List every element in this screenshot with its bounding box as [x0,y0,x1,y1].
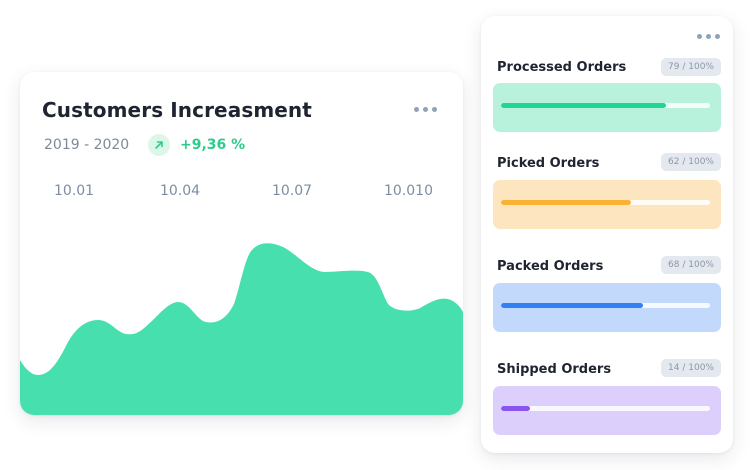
packed-orders-badge: 68 / 100% [661,256,721,274]
x-axis-tick: 10.01 [54,183,95,199]
card-title: Customers Increasment [42,98,312,122]
progress-track [501,200,710,205]
percent-change: +9,36 % [180,137,246,153]
progress-fill [501,406,531,411]
x-axis-tick: 10.010 [384,183,433,199]
processed-orders-label: Processed Orders [497,60,627,75]
picked-orders-label: Picked Orders [497,156,600,171]
arrow-up-right-icon [148,134,170,156]
progress-fill [501,103,667,108]
packed-orders-bar [493,283,721,332]
progress-fill [501,200,631,205]
shipped-orders-label: Shipped Orders [497,362,612,377]
shipped-orders-badge: 14 / 100% [661,359,721,377]
customers-area [20,243,463,415]
more-horizontal-icon[interactable] [414,107,437,112]
x-axis-tick: 10.07 [272,183,313,199]
period-label: 2019 - 2020 [44,137,130,153]
packed-orders-label: Packed Orders [497,259,604,274]
progress-track [501,406,710,411]
customers-increase-card: Customers Increasment 2019 - 2020 +9,36 … [20,72,463,415]
processed-orders-badge: 79 / 100% [661,58,721,76]
picked-orders-bar [493,180,721,229]
more-horizontal-icon[interactable] [697,34,720,39]
shipped-orders-bar [493,386,721,435]
progress-fill [501,303,644,308]
processed-orders-bar [493,83,721,132]
picked-orders-badge: 62 / 100% [661,153,721,171]
progress-track [501,103,710,108]
orders-progress-card: Processed Orders 79 / 100% Picked Orders… [481,16,733,453]
x-axis-tick: 10.04 [160,183,201,199]
progress-track [501,303,710,308]
customers-area-chart [20,243,463,415]
